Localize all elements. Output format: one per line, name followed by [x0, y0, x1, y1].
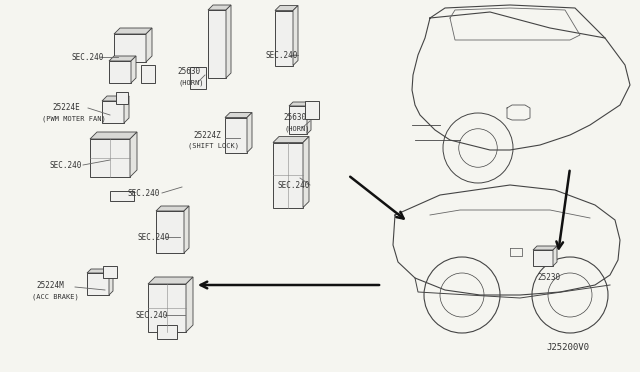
- Polygon shape: [184, 206, 189, 253]
- Polygon shape: [208, 5, 231, 10]
- Polygon shape: [247, 112, 252, 153]
- Polygon shape: [109, 56, 136, 61]
- Polygon shape: [303, 137, 309, 208]
- Text: SEC.240: SEC.240: [128, 189, 161, 198]
- Polygon shape: [102, 96, 129, 101]
- Polygon shape: [148, 277, 193, 284]
- Polygon shape: [156, 206, 189, 211]
- Polygon shape: [225, 112, 252, 118]
- Bar: [114, 34, 146, 62]
- Polygon shape: [109, 269, 113, 295]
- Text: SEC.240: SEC.240: [50, 160, 83, 170]
- Bar: [87, 273, 109, 295]
- Bar: [275, 10, 293, 65]
- Polygon shape: [131, 56, 136, 83]
- Bar: [102, 101, 124, 123]
- Text: SEC.240: SEC.240: [136, 311, 168, 320]
- Text: J25200V0: J25200V0: [547, 343, 589, 353]
- Text: SEC.240: SEC.240: [72, 52, 104, 61]
- Polygon shape: [186, 277, 193, 332]
- Text: (SHIFT LOCK): (SHIFT LOCK): [188, 143, 239, 149]
- Text: SEC.240: SEC.240: [278, 180, 310, 189]
- Text: 25224Z: 25224Z: [193, 131, 221, 140]
- Polygon shape: [130, 132, 137, 177]
- Text: (ACC BRAKE): (ACC BRAKE): [32, 294, 79, 300]
- Bar: [116, 92, 128, 104]
- Text: (HORN): (HORN): [179, 80, 205, 86]
- Bar: [156, 211, 184, 253]
- Polygon shape: [114, 28, 152, 34]
- Polygon shape: [124, 96, 129, 123]
- Text: 25230: 25230: [538, 273, 561, 282]
- Polygon shape: [90, 132, 137, 139]
- Text: SEC.240: SEC.240: [138, 232, 170, 241]
- Polygon shape: [273, 137, 309, 142]
- Polygon shape: [553, 246, 557, 266]
- Bar: [90, 139, 130, 177]
- Bar: [273, 142, 303, 208]
- Text: 25630: 25630: [283, 113, 306, 122]
- Bar: [103, 266, 117, 278]
- Bar: [225, 118, 247, 153]
- Bar: [157, 325, 177, 339]
- Polygon shape: [289, 102, 311, 106]
- Bar: [110, 191, 134, 201]
- Polygon shape: [275, 6, 298, 10]
- Polygon shape: [533, 246, 557, 250]
- Bar: [141, 65, 155, 83]
- Bar: [533, 250, 553, 266]
- Polygon shape: [146, 28, 152, 62]
- Text: (HORN): (HORN): [285, 126, 310, 132]
- Bar: [148, 284, 186, 332]
- Text: 25630: 25630: [177, 67, 200, 77]
- Bar: [289, 106, 307, 134]
- Text: (PWM MOTER FAN): (PWM MOTER FAN): [42, 116, 106, 122]
- Bar: [109, 61, 131, 83]
- Polygon shape: [87, 269, 113, 273]
- Text: SEC.240: SEC.240: [265, 51, 298, 60]
- Polygon shape: [307, 102, 311, 134]
- Text: 25224M: 25224M: [36, 282, 64, 291]
- Bar: [190, 67, 206, 89]
- Text: 25224E: 25224E: [52, 103, 80, 112]
- Polygon shape: [293, 6, 298, 65]
- Bar: [305, 101, 319, 119]
- Bar: [208, 10, 226, 78]
- Polygon shape: [226, 5, 231, 78]
